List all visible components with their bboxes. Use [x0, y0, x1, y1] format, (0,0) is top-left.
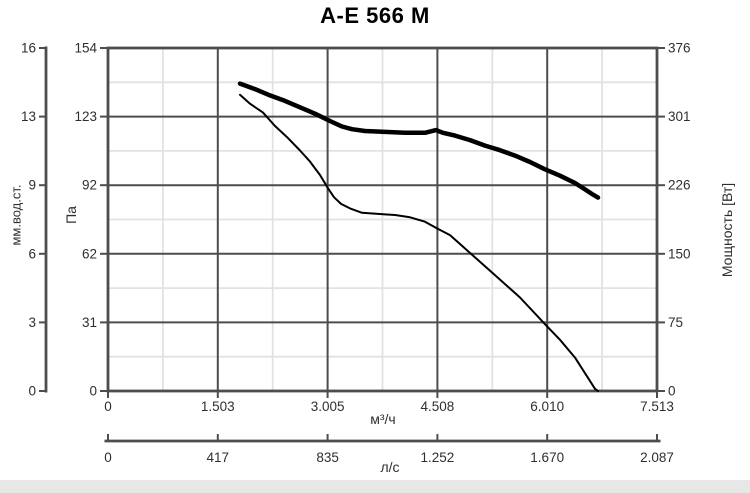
pa-axis-tick-label: 62 — [82, 246, 97, 261]
ls-axis-tick-label: 835 — [316, 450, 339, 465]
m3h-axis-tick-label: 6.010 — [530, 399, 564, 414]
m3h-axis-tick-label: 4.508 — [421, 399, 455, 414]
mm-axis-tick-label: 16 — [21, 41, 36, 56]
power-axis-tick-label: 0 — [668, 384, 676, 399]
m3h-axis-tick-label: 1.503 — [201, 399, 235, 414]
ls-axis-tick-label: 1.670 — [530, 450, 564, 465]
pa-axis-tick-label: 123 — [74, 109, 97, 124]
ls-axis-tick-label: 1.252 — [421, 450, 455, 465]
pa-axis-tick-label: 31 — [82, 315, 97, 330]
pa-axis-tick-label: 0 — [89, 384, 97, 399]
pressure-curve — [239, 93, 599, 392]
plot-border — [106, 46, 659, 393]
ls-axis-tick-label: 417 — [207, 450, 230, 465]
bottom-strip — [0, 480, 750, 493]
power-axis-tick-label: 75 — [668, 315, 683, 330]
x-axis-ls-unit-label: л/с — [380, 459, 400, 475]
ls-axis-tick-label: 2.087 — [640, 450, 674, 465]
m3h-axis-tick-label: 0 — [104, 399, 112, 414]
power-curve — [237, 81, 601, 200]
mm-axis-tick-label: 13 — [21, 109, 36, 124]
mm-axis-tick-label: 3 — [28, 315, 36, 330]
power-axis-tick-label: 226 — [668, 178, 691, 193]
x-axis-m3h-unit-label: м³/ч — [370, 411, 396, 427]
power-axis-tick-label: 150 — [668, 246, 691, 261]
pa-axis-tick-label: 154 — [74, 41, 97, 56]
power-axis-tick-label: 376 — [668, 41, 691, 56]
mm-axis-tick-label: 6 — [28, 246, 36, 261]
power-axis-tick-label: 301 — [668, 109, 691, 124]
ls-axis-tick-label: 0 — [104, 450, 112, 465]
chart-title: A-E 566 M — [320, 3, 430, 28]
pa-axis-tick-label: 92 — [82, 178, 97, 193]
mm-axis-tick-label: 0 — [28, 384, 36, 399]
m3h-axis-tick-label: 3.005 — [311, 399, 345, 414]
mm-axis-tick-label: 9 — [28, 178, 36, 193]
m3h-axis-tick-label: 7.513 — [640, 399, 674, 414]
